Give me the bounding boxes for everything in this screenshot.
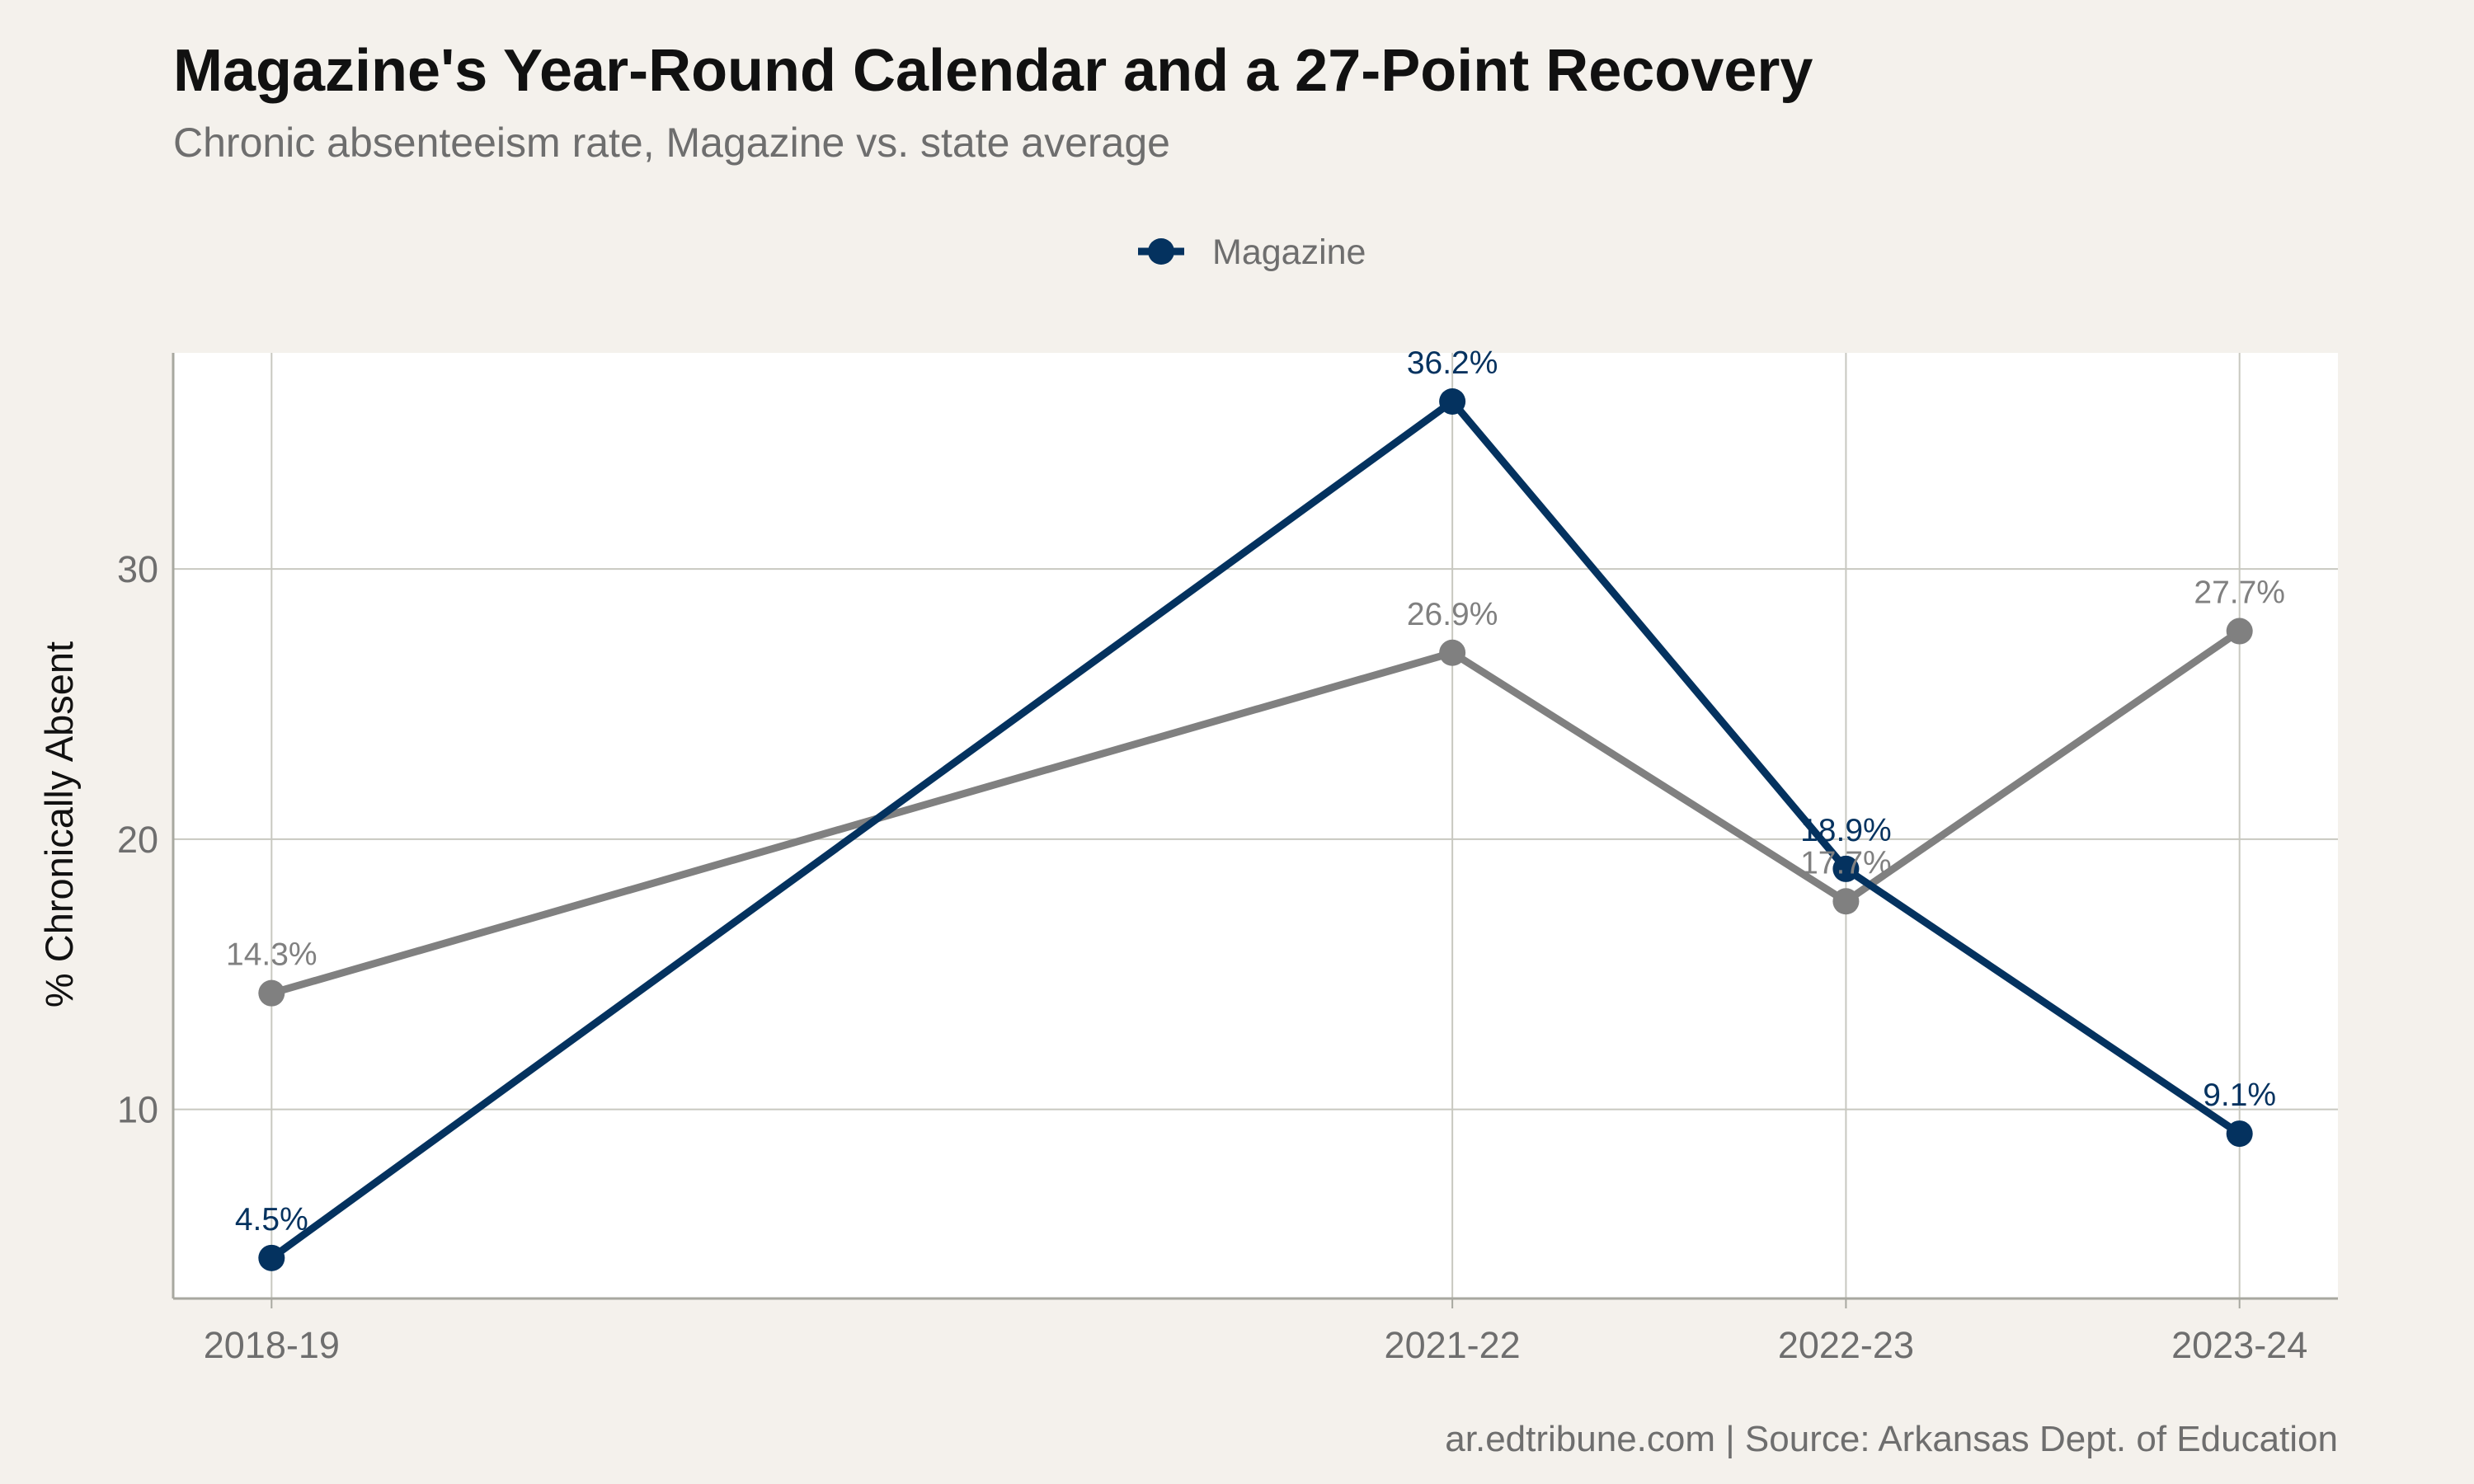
data-label-series-2: 17.7% [1800, 845, 1892, 881]
series-line-series-2 [270, 627, 2242, 998]
data-label-magazine: 9.1% [2203, 1078, 2276, 1113]
data-label-series-2: 26.9% [1407, 597, 1498, 632]
legend-marker-magazine [1148, 238, 1174, 265]
series-layer [258, 387, 2253, 1271]
data-label-series-2: 14.3% [226, 937, 317, 973]
chart-subtitle: Chronic absenteeism rate, Magazine vs. s… [173, 120, 1170, 166]
x-tick-label: 2021-22 [1385, 1324, 1521, 1366]
data-point-series-2 [2226, 618, 2253, 645]
chart-caption: ar.edtribune.com | Source: Arkansas Dept… [1445, 1419, 2338, 1459]
data-point-series-2 [1832, 888, 1860, 915]
axis-ticks: 10 20 30 2018-19 2021-22 2022-23 2023-24 [117, 548, 2307, 1366]
data-point-magazine [2226, 1120, 2253, 1148]
grid [173, 353, 2338, 1298]
legend: Magazine [1138, 232, 1366, 272]
data-label-magazine: 4.5% [235, 1202, 308, 1237]
data-point-magazine [258, 1244, 285, 1271]
data-point-magazine [1832, 855, 1860, 882]
data-point-series-2 [258, 979, 285, 1007]
chart-title: Magazine's Year-Round Calendar and a 27-… [173, 38, 1813, 104]
y-axis-label: % Chronically Absent [37, 641, 81, 1007]
data-label-magazine: 18.9% [1800, 813, 1892, 848]
data-point-magazine [1439, 387, 1466, 415]
plot-panel [173, 353, 2338, 1298]
x-tick-label: 2023-24 [2171, 1324, 2307, 1366]
y-tick-label: 30 [117, 548, 158, 590]
legend-label-magazine: Magazine [1212, 232, 1366, 272]
x-tick-label: 2022-23 [1778, 1324, 1914, 1366]
data-labels: 14.3% 26.9% 17.7% 27.7% 4.5% 36.2% 18.9% 9.1% [226, 345, 2285, 1237]
data-label-magazine: 36.2% [1407, 345, 1498, 381]
y-tick-label: 10 [117, 1089, 158, 1131]
series-line-magazine [269, 397, 2242, 1261]
x-tick-label: 2018-19 [204, 1324, 340, 1366]
data-label-series-2: 27.7% [2194, 575, 2285, 611]
data-point-series-2 [1439, 639, 1466, 666]
y-tick-label: 20 [117, 819, 158, 861]
